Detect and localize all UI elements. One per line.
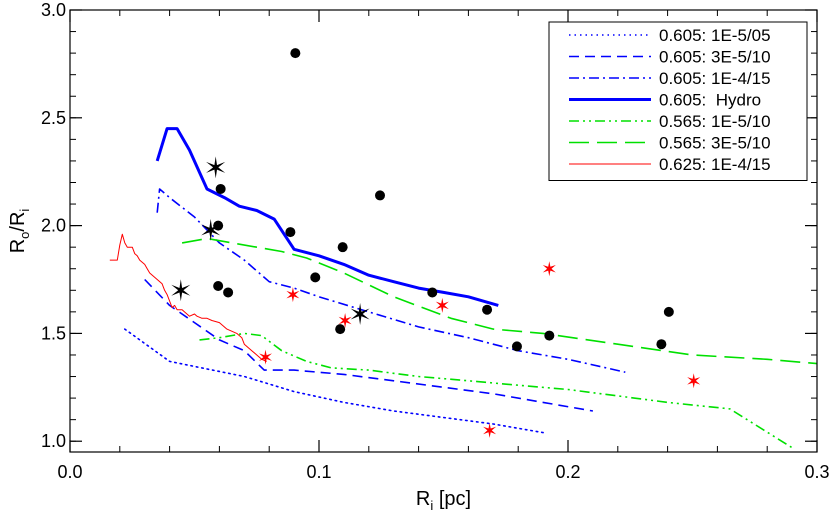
series-line-0 [124,328,544,434]
y-tick-label: 1.5 [41,323,66,343]
x-axis-label-unit: [pc] [433,488,471,510]
series-line-2 [156,188,626,373]
point-red-star [687,373,701,389]
point-black-star [201,218,221,241]
point-black-circle [285,227,296,238]
y-axis-label-den: R [7,212,29,226]
point-red-star [286,287,300,303]
point-black-circle [310,272,321,283]
series-line-4 [199,332,793,449]
x-tick-label: 0.3 [804,462,829,482]
point-black-circle [213,280,224,291]
legend: 0.605: 1E-5/05 0.605: 3E-5/10 0.605: 1E-4/… [548,21,808,181]
series-line-6 [109,233,267,362]
point-black-star [350,303,370,325]
y-axis-label: Ro/Ri [7,209,32,254]
point-black-circle [375,190,386,201]
y-axis-label-num-sub: o [17,232,32,239]
x-tick-label: 0.0 [57,462,82,482]
legend-label-4: 0.565: 1E-5/10 [659,112,771,131]
y-tick-label: 2.5 [41,108,66,128]
point-black-circle [511,341,522,352]
point-black-circle [215,183,226,194]
x-axis-label-sub: i [430,498,433,513]
y-axis-label-sep: / [7,226,29,232]
series-line-5 [181,237,818,365]
point-black-circle [482,304,493,315]
points-layer [171,48,701,438]
legend-label-0: 0.605: 1E-5/05 [659,26,771,45]
legend-box [548,21,808,181]
legend-label-5: 0.565: 3E-5/10 [659,134,771,153]
point-red-star [259,349,272,365]
x-tick-label: 0.2 [555,462,580,482]
ticks-layer: 0.0 0.1 0.2 0.3 1.0 1.5 2.0 2.5 3.0 [41,0,830,482]
x-axis-label-main: R [416,488,430,510]
y-tick-label: 1.0 [41,431,66,451]
point-red-star [542,261,556,277]
legend-label-6: 0.625: 1E-4/15 [659,155,771,174]
point-black-circle [335,324,346,335]
y-axis-label-den-sub: i [17,209,32,212]
series-line-1 [144,278,594,412]
point-red-star [483,422,497,438]
y-tick-label: 2.0 [41,216,66,236]
point-black-circle [656,339,667,350]
point-black-circle [427,287,438,298]
series-line-3 [155,127,499,307]
x-axis-label: Ri [pc] [416,488,471,513]
series-layer [109,127,818,449]
plot-frame [69,9,818,453]
point-black-circle [337,242,348,253]
point-black-circle [663,306,674,317]
point-black-circle [544,330,555,341]
point-red-star [435,297,449,313]
y-tick-label: 3.0 [41,0,66,20]
legend-label-1: 0.605: 3E-5/10 [659,48,771,67]
point-black-star [171,279,191,302]
legend-label-3: 0.605: Hydro [659,91,761,110]
y-axis-label-num: R [7,239,29,253]
point-black-circle [290,48,301,59]
point-black-circle [223,287,234,298]
point-red-star [338,313,352,328]
point-black-star [206,156,226,179]
legend-label-2: 0.605: 1E-4/15 [659,69,771,88]
x-tick-label: 0.1 [306,462,331,482]
